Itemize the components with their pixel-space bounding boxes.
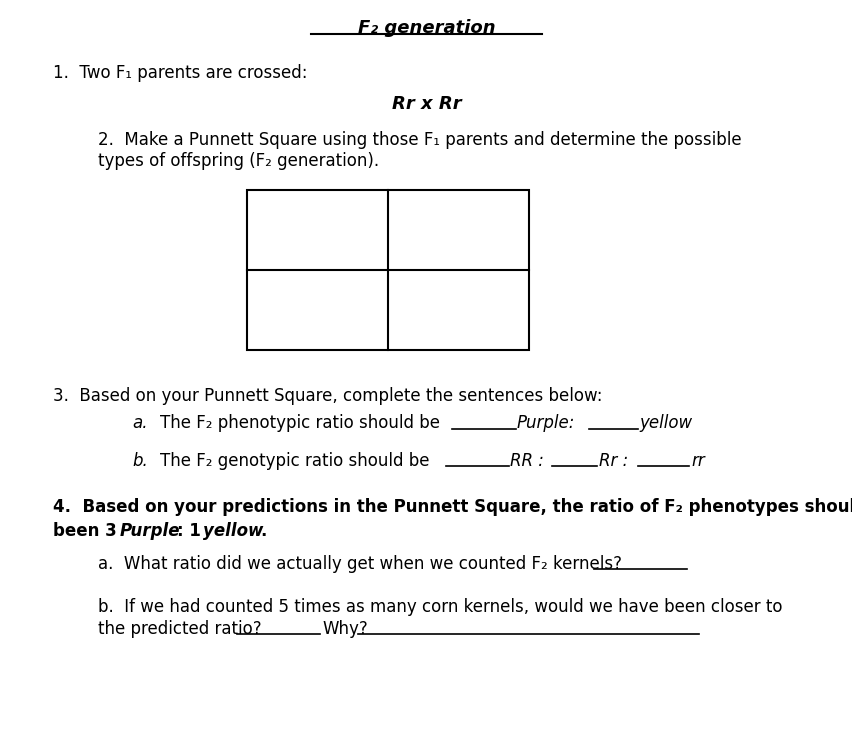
Text: a.: a.	[132, 415, 147, 432]
Text: 4.  Based on your predictions in the Punnett Square, the ratio of F₂ phenotypes : 4. Based on your predictions in the Punn…	[53, 499, 852, 516]
Text: The F₂ genotypic ratio should be: The F₂ genotypic ratio should be	[160, 453, 429, 470]
Text: yellow: yellow	[203, 522, 263, 539]
Text: Purple: Purple	[119, 522, 180, 539]
Text: yellow: yellow	[639, 415, 692, 432]
Text: 1.  Two F₁ parents are crossed:: 1. Two F₁ parents are crossed:	[53, 64, 307, 82]
Bar	[247, 190, 528, 350]
Text: the predicted ratio?: the predicted ratio?	[98, 620, 262, 638]
Text: rr: rr	[690, 453, 704, 470]
Text: types of offspring (F₂ generation).: types of offspring (F₂ generation).	[98, 152, 379, 169]
Text: The F₂ phenotypic ratio should be: The F₂ phenotypic ratio should be	[160, 415, 440, 432]
Text: RR :: RR :	[509, 453, 544, 470]
Text: .: .	[260, 522, 266, 539]
Text: b.: b.	[132, 453, 147, 470]
Text: Why?: Why?	[322, 620, 368, 638]
Text: been 3: been 3	[53, 522, 122, 539]
Text: b.  If we had counted 5 times as many corn kernels, would we have been closer to: b. If we had counted 5 times as many cor…	[98, 599, 781, 616]
Text: 3.  Based on your Punnett Square, complete the sentences below:: 3. Based on your Punnett Square, complet…	[53, 387, 602, 404]
Text: Rr :: Rr :	[598, 453, 627, 470]
Text: F₂ generation: F₂ generation	[357, 20, 495, 37]
Text: Purple:: Purple:	[516, 415, 574, 432]
Text: 2.  Make a Punnett Square using those F₁ parents and determine the possible: 2. Make a Punnett Square using those F₁ …	[98, 131, 741, 149]
Text: : 1: : 1	[176, 522, 206, 539]
Text: a.  What ratio did we actually get when we counted F₂ kernels?: a. What ratio did we actually get when w…	[98, 555, 621, 572]
Text: Rr x Rr: Rr x Rr	[391, 95, 461, 112]
